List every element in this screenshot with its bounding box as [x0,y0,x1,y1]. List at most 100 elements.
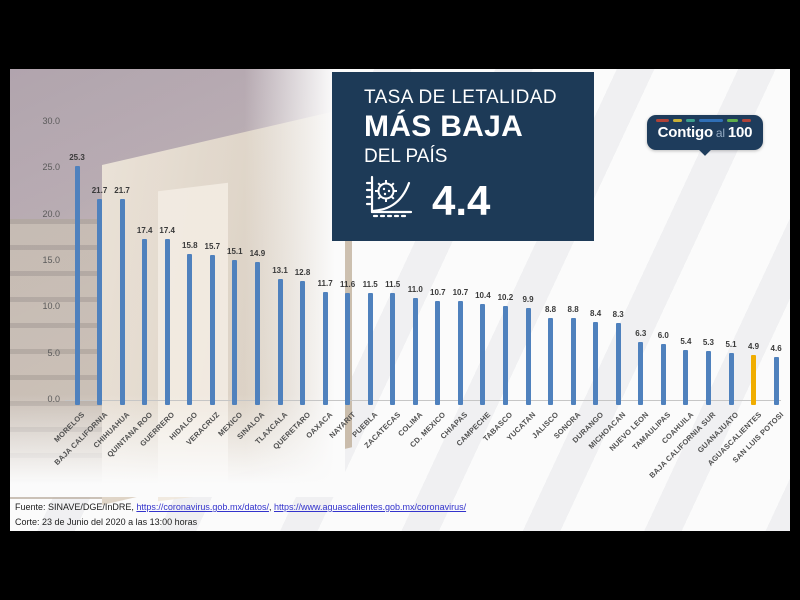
headline-line2: MÁS BAJA [364,110,524,143]
logo-dash [699,119,723,122]
link-separator: , [268,502,274,512]
y-axis-tick: 30.0 [42,116,60,126]
bar-value-label: 4.6 [770,344,782,354]
bar-value-label: 15.7 [204,241,221,251]
bar-value-label: 11.5 [362,280,378,290]
government-building-photo [10,69,352,505]
bar-value-label: 21.7 [114,185,130,195]
bar-tamaulipas [660,344,666,405]
bar-value-label: 8.4 [590,309,602,319]
y-axis-tick: 20.0 [42,208,60,219]
aguascalientes-gob-link[interactable]: https://www.aguascalientes.gob.mx/corona… [273,502,467,512]
bar-value-label: 14.9 [249,248,266,258]
bar-value-label: 12.8 [294,268,311,278]
bar-sinaloa [254,261,260,405]
bar-value-label: 4.9 [747,341,760,351]
headline-line1: TASA DE LETALIDAD [364,87,557,108]
bar-value-label: 8.8 [544,305,557,315]
corte-label: Corte: 23 de Junio del 2020 a las 13:00 … [15,517,198,527]
bar-baja-california-sur [705,350,711,405]
bar-value-label: 6.3 [635,328,647,338]
bar-value-label: 25.3 [69,152,85,162]
bar-oaxaca [322,291,328,405]
logo-dash [686,119,695,122]
bar-guerrero [164,238,170,405]
fuente-label: Fuente: SINAVE/DGE/InDRE, [15,502,137,512]
headline-panel: TASA DE LETALIDAD MÁS BAJA DEL PAÍS [332,72,594,241]
y-axis-tick: 5.0 [47,347,60,358]
bar-value-label: 11.0 [407,285,423,295]
bar-value-label: 11.6 [340,279,356,289]
bar-hidalgo [187,253,193,405]
headline-line3: DEL PAÍS [364,146,448,167]
logo-word-contigo: Contigo [657,124,713,141]
bar-nuevo-leon [638,341,644,405]
bar-value-label: 17.4 [136,225,153,235]
x-axis-line [65,400,781,401]
bar-cd-mexico [435,300,441,405]
bar-value-label: 17.4 [159,225,175,235]
bar-value-label: 10.7 [452,287,469,297]
logo-word-al: al [715,126,725,140]
bar-quintana-roo [142,238,148,405]
bar-value-label: 8.3 [612,310,624,320]
logo-color-dashes [656,119,754,122]
fatality-rate-bar-chart: 30.0 25.0 20.0 15.0 10.0 5.0 0.0 25.3 21.7 21.7 1… [10,69,790,531]
bar-value-label: 13.1 [272,265,288,275]
bar-value-label: 5.1 [725,339,737,349]
bar-value-label: 5.4 [680,337,692,346]
headline-value-row: 4.4 [364,174,594,225]
bar-value-label: 11.7 [317,278,333,288]
bar-nayarit [345,292,351,405]
bar-tabasco [502,305,508,405]
bar-durango [593,322,599,405]
y-axis-tick: 10.0 [42,301,60,312]
bar-morelos [74,165,80,405]
bar-value-label: 10.4 [475,290,491,300]
epidemic-curve-icon [365,175,413,218]
bar-value-label: 6.0 [657,331,669,341]
bar-mexico [232,260,238,405]
logo-word-100: 100 [727,124,753,141]
bar-aguascalientes [751,354,756,405]
bar-guanajuato [728,352,734,405]
bar-zacatecas [390,293,396,405]
bar-jalisco [548,318,553,405]
bar-coahuila [683,350,689,405]
bar-tlaxcala [277,278,283,405]
bar-value-label: 11.5 [385,280,401,290]
contigo-al-100-logo: Contigo al 100 [647,115,763,156]
y-axis-tick: 25.0 [42,162,60,173]
bar-campeche [480,303,486,405]
bar-veracruz [209,254,215,405]
bar-value-label: 5.3 [702,337,714,347]
bar-value-label: 8.8 [567,305,579,315]
presentation-slide: 30.0 25.0 20.0 15.0 10.0 5.0 0.0 25.3 21.7 21.7 1… [10,69,790,531]
bar-chiapas [457,300,463,405]
bar-value-label: 10.7 [430,287,446,297]
bar-value-label: 15.8 [182,240,198,250]
bar-value-label: 15.1 [227,247,243,257]
coronavirus-gob-link[interactable]: https://coronavirus.gob.mx/datos/ [136,502,269,512]
bar-value-label: 9.9 [522,295,534,305]
bar-baja-california [97,198,102,405]
bar-chihuahua [119,198,125,405]
bar-value-label: 21.7 [91,185,108,195]
fuente-line: Fuente: SINAVE/DGE/InDRE, https://corona… [15,500,466,515]
bar-puebla [367,293,373,405]
logo-dash [727,119,738,122]
bar-michoacan [615,323,621,405]
bar-sonora [570,318,576,405]
logo-dash [673,119,682,122]
bar-value-label: 10.2 [497,292,514,302]
y-axis-tick: 15.0 [42,255,60,265]
photo-fade-overlay [10,69,345,497]
bar-san-luis-potosi [773,357,779,405]
logo-dash [742,119,751,122]
bar-queretaro [300,281,305,405]
headline-value: 4.4 [432,177,491,225]
y-axis-tick: 0.0 [47,394,60,404]
logo-text: Contigo al 100 [647,124,763,141]
bar-colima [412,298,418,405]
